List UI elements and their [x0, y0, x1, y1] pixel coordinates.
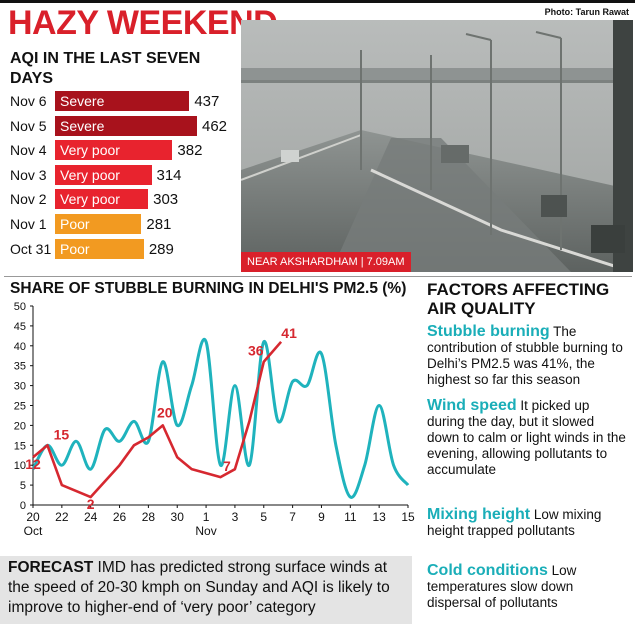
aqi-bar: Poor	[55, 238, 144, 259]
aqi-value-label: 314	[156, 166, 182, 184]
aqi-bar: Severe	[55, 115, 197, 136]
aqi-category-label: Poor	[60, 240, 90, 257]
stubble-chart-title: SHARE OF STUBBLE BURNING IN DELHI'S PM2.…	[10, 280, 407, 297]
y-tick-label: 40	[14, 341, 26, 353]
aqi-category-label: Severe	[60, 93, 105, 109]
aqi-date-label: Oct 31	[10, 240, 52, 257]
aqi-category-label: Very poor	[60, 191, 120, 208]
x-tick-label: 22	[55, 510, 69, 524]
factor-mixing-height: Mixing height Low mixing height trapped …	[427, 507, 627, 539]
factor-stubble-burning: Stubble burning The contribution of stub…	[427, 324, 627, 388]
x-tick-label: 26	[113, 510, 127, 524]
x-tick-label: 3	[232, 510, 239, 524]
x-tick-label: 7	[289, 510, 296, 524]
x-tick-label: 5	[260, 510, 267, 524]
y-tick-label: 50	[14, 301, 26, 313]
aqi-bar-chart: Nov 6 Severe 437 Nov 5 Severe 462 Nov 4 Very po…	[0, 90, 240, 270]
series-line-red	[32, 340, 283, 499]
aqi-bar: Severe	[55, 91, 190, 111]
y-tick-label: 25	[14, 401, 26, 413]
factor-text: Low temperatures slow down dispersal of …	[427, 563, 577, 610]
factor-heading: Stubble burning	[427, 323, 550, 340]
x-tick-sublabel: Nov	[195, 524, 216, 538]
factor-cold-conditions: Cold conditions Low temperatures slow do…	[427, 563, 627, 611]
photo-credit: Photo: Tarun Rawat	[544, 7, 629, 17]
x-tick-label: 24	[84, 510, 98, 524]
y-tick-label: 45	[14, 321, 26, 333]
series-line-teal	[31, 337, 410, 499]
data-label: 2	[87, 496, 95, 512]
factor-heading: Cold conditions	[427, 562, 548, 579]
aqi-value-label: 281	[146, 216, 172, 233]
x-tick-label: 30	[171, 510, 185, 524]
factor-heading: Wind speed	[427, 397, 517, 414]
y-tick-label: 5	[20, 480, 26, 492]
smog-road-photo	[241, 20, 633, 272]
headline: HAZY WEEKEND	[8, 4, 278, 42]
factor-wind-speed: Wind speed It picked up during the day, …	[427, 398, 627, 478]
aqi-value-label: 462	[202, 117, 228, 135]
factor-text: The contribution of stubble burning to D…	[427, 324, 623, 387]
data-label: 7	[223, 458, 231, 474]
x-tick-sublabel: Oct	[24, 524, 43, 538]
aqi-date-label: Nov 2	[10, 191, 47, 208]
factor-heading: Mixing height	[427, 506, 531, 523]
aqi-bar: Very poor	[55, 140, 173, 161]
data-label: 15	[54, 426, 70, 442]
x-tick-label: 15	[401, 510, 415, 524]
data-label: 41	[281, 325, 297, 341]
aqi-bar: Poor	[55, 214, 142, 234]
x-tick-label: 13	[372, 510, 386, 524]
data-label: 20	[157, 404, 173, 420]
section-divider	[4, 276, 632, 277]
aqi-value-label: 303	[153, 191, 179, 209]
aqi-date-label: Nov 5	[10, 117, 47, 134]
forecast-box	[0, 556, 412, 624]
top-rule	[0, 0, 635, 3]
aqi-chart-title: AQI IN THE LAST SEVEN DAYS	[10, 50, 201, 87]
aqi-value-label: 437	[194, 93, 220, 110]
aqi-date-label: Nov 4	[10, 142, 47, 159]
aqi-category-label: Poor	[60, 216, 90, 232]
y-tick-label: 0	[20, 500, 26, 512]
y-tick-label: 15	[14, 440, 26, 452]
x-tick-label: 20	[26, 510, 40, 524]
photo-caption: NEAR AKSHARDHAM | 7.09AM	[241, 252, 411, 272]
x-tick-label: 11	[344, 510, 357, 524]
factors-title: FACTORS AFFECTING AIR QUALITY	[427, 280, 610, 318]
aqi-value-label: 289	[148, 240, 174, 258]
x-tick-label: 1	[203, 510, 210, 524]
y-tick-label: 10	[14, 460, 26, 472]
aqi-category-label: Severe	[60, 117, 105, 134]
forecast-body: IMD has predicted strong surface winds a…	[8, 559, 390, 616]
aqi-category-label: Very poor	[60, 166, 120, 183]
x-tick-label: 28	[142, 510, 156, 524]
aqi-category-label: Very poor	[60, 142, 120, 159]
smog-road-image	[241, 20, 633, 272]
aqi-bar: Very poor	[55, 189, 149, 210]
forecast-text: FORECAST IMD has predicted strong surfac…	[8, 558, 408, 618]
factor-text: It picked up during the day, but it slow…	[427, 398, 626, 477]
y-tick-label: 30	[14, 381, 26, 393]
aqi-bar: Very poor	[55, 164, 152, 185]
y-tick-label: 35	[14, 361, 26, 373]
factor-text: Low mixing height trapped pollutants	[427, 507, 602, 538]
aqi-date-label: Nov 1	[10, 216, 47, 232]
stubble-line-chart: 0 5 10 15 20 25 30 35 40 45 50 20 Oct 22 24 26 28 30 1 Nov 3…	[0, 296, 420, 546]
aqi-value-label: 382	[177, 142, 203, 160]
y-tick-label: 20	[14, 420, 26, 432]
aqi-date-label: Nov 6	[10, 93, 47, 109]
aqi-date-label: Nov 3	[10, 166, 47, 183]
data-label: 36	[248, 343, 264, 359]
data-label: 12	[25, 456, 41, 472]
x-tick-label: 9	[318, 510, 325, 524]
forecast-label: FORECAST	[8, 559, 94, 576]
